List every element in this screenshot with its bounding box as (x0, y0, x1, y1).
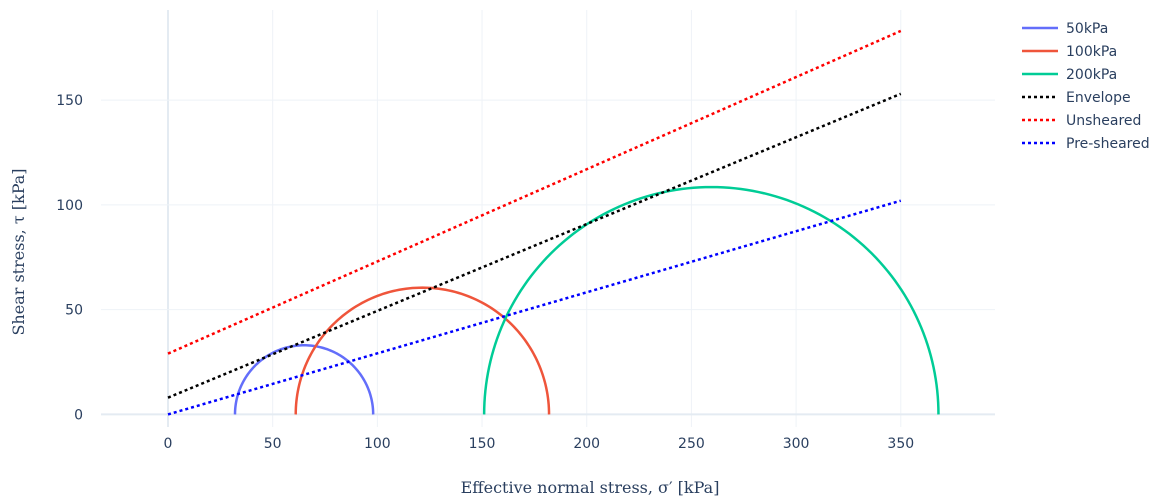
x-tick-label: 250 (678, 436, 705, 452)
x-tick-label: 150 (469, 436, 496, 452)
y-axis-title: Shear stress, τ [kPa] (9, 168, 28, 335)
grid (101, 10, 995, 427)
x-tick-label: 350 (887, 436, 914, 452)
x-tick-label: 300 (783, 436, 810, 452)
y-tick-label: 150 (56, 93, 83, 109)
legend-label: Pre-sheared (1066, 136, 1150, 152)
legend-label: Envelope (1066, 90, 1131, 106)
y-tick-label: 100 (56, 198, 83, 214)
line-pre-sheared (167, 199, 902, 416)
mohr-circle-100kPa (294, 286, 551, 415)
legend-label: 100kPa (1066, 44, 1117, 60)
series (167, 29, 940, 416)
legend: 50kPa 100kPa 200kPa Envelope Unsheared Pre-sh… (1022, 21, 1150, 152)
line-envelope (167, 92, 902, 399)
legend-label: Unsheared (1066, 113, 1141, 129)
mohr-circle-50kPa (233, 344, 375, 415)
x-tick-label: 0 (164, 436, 173, 452)
legend-label: 50kPa (1066, 21, 1108, 37)
x-axis-title: Effective normal stress, σ′ [kPa] (461, 478, 720, 497)
line-unsheared (167, 29, 902, 355)
x-tick-label: 100 (364, 436, 391, 452)
tick-labels: 0 50 100 150 200 250 300 350 0 50 100 150 (56, 93, 914, 452)
x-tick-label: 200 (573, 436, 600, 452)
legend-label: 200kPa (1066, 67, 1117, 83)
y-tick-label: 0 (74, 407, 83, 423)
y-tick-label: 50 (65, 303, 83, 319)
mohr-circle-200kPa (482, 185, 940, 415)
x-tick-label: 50 (264, 436, 282, 452)
